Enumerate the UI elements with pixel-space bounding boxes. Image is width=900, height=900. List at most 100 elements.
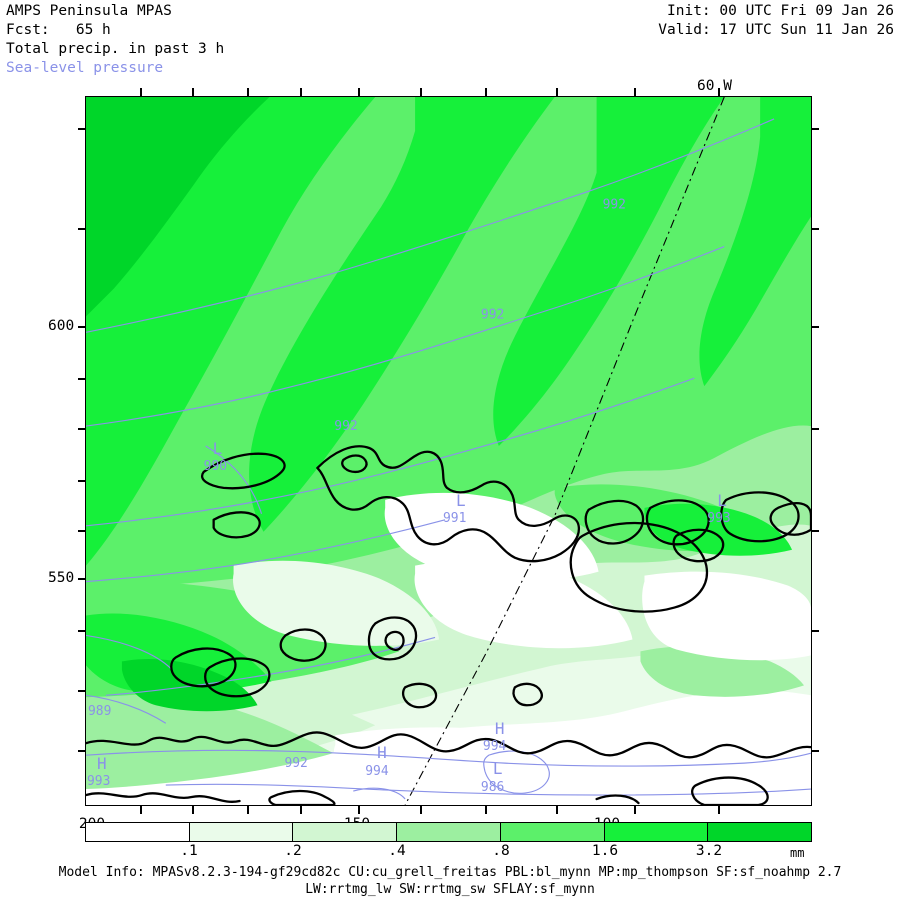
x-tick-top bbox=[556, 88, 558, 96]
colorbar-swatches bbox=[85, 822, 812, 842]
isobar-value-labels: 992 992 992 992 989 bbox=[88, 198, 626, 771]
pressure-center-L-991: L 991 bbox=[443, 491, 466, 526]
overlay-description: Sea-level pressure bbox=[6, 60, 164, 76]
colorbar[interactable] bbox=[85, 822, 812, 842]
isobar-label-989: 989 bbox=[88, 704, 111, 719]
colorbar-tick-3: .8 bbox=[492, 843, 510, 859]
y-tick bbox=[78, 378, 86, 380]
pressure-center-L-986: L 986 bbox=[481, 759, 504, 795]
x-tick-bottom bbox=[485, 806, 487, 814]
x-tick-top bbox=[718, 88, 720, 96]
svg-text:L: L bbox=[493, 759, 503, 778]
colorbar-swatch-0 bbox=[86, 823, 190, 841]
x-tick-top bbox=[634, 88, 636, 96]
y-tick-right bbox=[811, 750, 819, 752]
colorbar-swatch-2 bbox=[293, 823, 398, 841]
colorbar-tick-4: 1.6 bbox=[591, 843, 619, 859]
svg-text:994: 994 bbox=[483, 739, 507, 754]
pressure-center-H-993: H 993 bbox=[87, 754, 110, 789]
x-tick-top bbox=[300, 88, 302, 96]
coastline bbox=[86, 445, 811, 805]
svg-text:991: 991 bbox=[443, 511, 466, 526]
isobar-label-992-d: 992 bbox=[284, 756, 307, 771]
svg-text:993: 993 bbox=[87, 774, 110, 789]
meridian-line bbox=[404, 97, 725, 805]
x-tick-bottom bbox=[192, 806, 194, 814]
y-tick bbox=[78, 228, 86, 230]
y-tick bbox=[78, 326, 86, 328]
map-panel[interactable]: 992 992 992 992 989 L 990 L 991 bbox=[85, 96, 812, 806]
pressure-center-markers: L 990 L 991 L 993 L 986 bbox=[87, 439, 731, 795]
svg-text:H: H bbox=[377, 743, 387, 762]
colorbar-unit-label: mm bbox=[790, 846, 805, 860]
pressure-center-L-993: L 993 bbox=[707, 491, 730, 526]
x-tick-top bbox=[247, 88, 249, 96]
longitude-top-label: 60 W bbox=[697, 78, 732, 94]
x-tick-top bbox=[420, 88, 422, 96]
precipitation-map: 992 992 992 992 989 L 990 L 991 bbox=[86, 97, 811, 805]
pressure-center-H-994-b: H 994 bbox=[365, 743, 389, 779]
colorbar-swatch-6 bbox=[708, 823, 812, 841]
svg-text:L: L bbox=[717, 491, 727, 510]
y-tick bbox=[78, 690, 86, 692]
colorbar-tick-2: .4 bbox=[388, 843, 406, 859]
y-axis-label-600: 600 bbox=[48, 318, 75, 334]
model-info-line-1: Model Info: MPASv8.2.3-194-gf29cd82c CU:… bbox=[58, 865, 842, 880]
y-axis-label-550: 550 bbox=[48, 570, 75, 586]
colorbar-swatch-5 bbox=[604, 823, 709, 841]
y-tick bbox=[78, 428, 86, 430]
svg-text:L: L bbox=[213, 439, 223, 458]
svg-text:990: 990 bbox=[204, 459, 227, 474]
init-time: Init: 00 UTC Fri 09 Jan 26 bbox=[667, 3, 894, 19]
svg-text:H: H bbox=[495, 719, 505, 738]
x-tick-bottom bbox=[420, 806, 422, 814]
colorbar-swatch-3 bbox=[397, 823, 501, 841]
y-tick bbox=[78, 128, 86, 130]
svg-text:994: 994 bbox=[365, 764, 389, 779]
field-description: Total precip. in past 3 h bbox=[6, 41, 225, 57]
colorbar-swatch-1 bbox=[189, 823, 294, 841]
svg-text:986: 986 bbox=[481, 780, 504, 795]
x-tick-bottom bbox=[556, 806, 558, 814]
header-left-block: AMPS Peninsula MPAS Fcst: 65 h Total pre… bbox=[6, 2, 224, 78]
x-tick-top bbox=[485, 88, 487, 96]
y-tick-right bbox=[811, 530, 819, 532]
y-tick bbox=[78, 750, 86, 752]
page-title: AMPS Peninsula MPAS bbox=[6, 3, 172, 19]
isobar-label-992-c: 992 bbox=[334, 419, 357, 434]
model-info-line-2: LW:rrtmg_lw SW:rrtmg_sw SFLAY:sf_mynn bbox=[305, 882, 595, 897]
colorbar-tick-1: .2 bbox=[284, 843, 302, 859]
isobar-label-992-b: 992 bbox=[481, 307, 504, 322]
x-tick-bottom bbox=[140, 806, 142, 814]
y-tick-right bbox=[811, 128, 819, 130]
model-info-block: Model Info: MPASv8.2.3-194-gf29cd82c CU:… bbox=[0, 864, 900, 898]
x-tick-top bbox=[192, 88, 194, 96]
x-tick-bottom bbox=[358, 806, 360, 814]
x-tick-bottom bbox=[718, 806, 720, 814]
forecast-hour: Fcst: 65 h bbox=[6, 22, 111, 38]
pressure-center-L-990: L 990 bbox=[204, 439, 227, 474]
svg-text:993: 993 bbox=[707, 511, 730, 526]
x-tick-top bbox=[140, 88, 142, 96]
map-frame: 992 992 992 992 989 L 990 L 991 bbox=[85, 96, 812, 806]
isobar-lines bbox=[86, 118, 811, 800]
y-tick bbox=[78, 480, 86, 482]
y-tick-right bbox=[811, 630, 819, 632]
y-tick-right bbox=[811, 228, 819, 230]
x-tick-bottom bbox=[300, 806, 302, 814]
pressure-center-H-994-a: H 994 bbox=[483, 719, 507, 754]
y-tick bbox=[78, 530, 86, 532]
y-tick bbox=[78, 630, 86, 632]
svg-text:L: L bbox=[456, 491, 466, 510]
x-tick-top bbox=[358, 88, 360, 96]
colorbar-tick-0: .1 bbox=[180, 843, 198, 859]
header-right-block: Init: 00 UTC Fri 09 Jan 26 Valid: 17 UTC… bbox=[658, 2, 894, 40]
colorbar-tick-5: 3.2 bbox=[695, 843, 723, 859]
x-tick-bottom bbox=[247, 806, 249, 814]
y-tick-right bbox=[811, 428, 819, 430]
svg-text:H: H bbox=[97, 754, 107, 773]
colorbar-swatch-4 bbox=[500, 823, 605, 841]
y-tick-right bbox=[811, 326, 819, 328]
y-tick bbox=[78, 578, 86, 580]
valid-time: Valid: 17 UTC Sun 11 Jan 26 bbox=[658, 22, 894, 38]
